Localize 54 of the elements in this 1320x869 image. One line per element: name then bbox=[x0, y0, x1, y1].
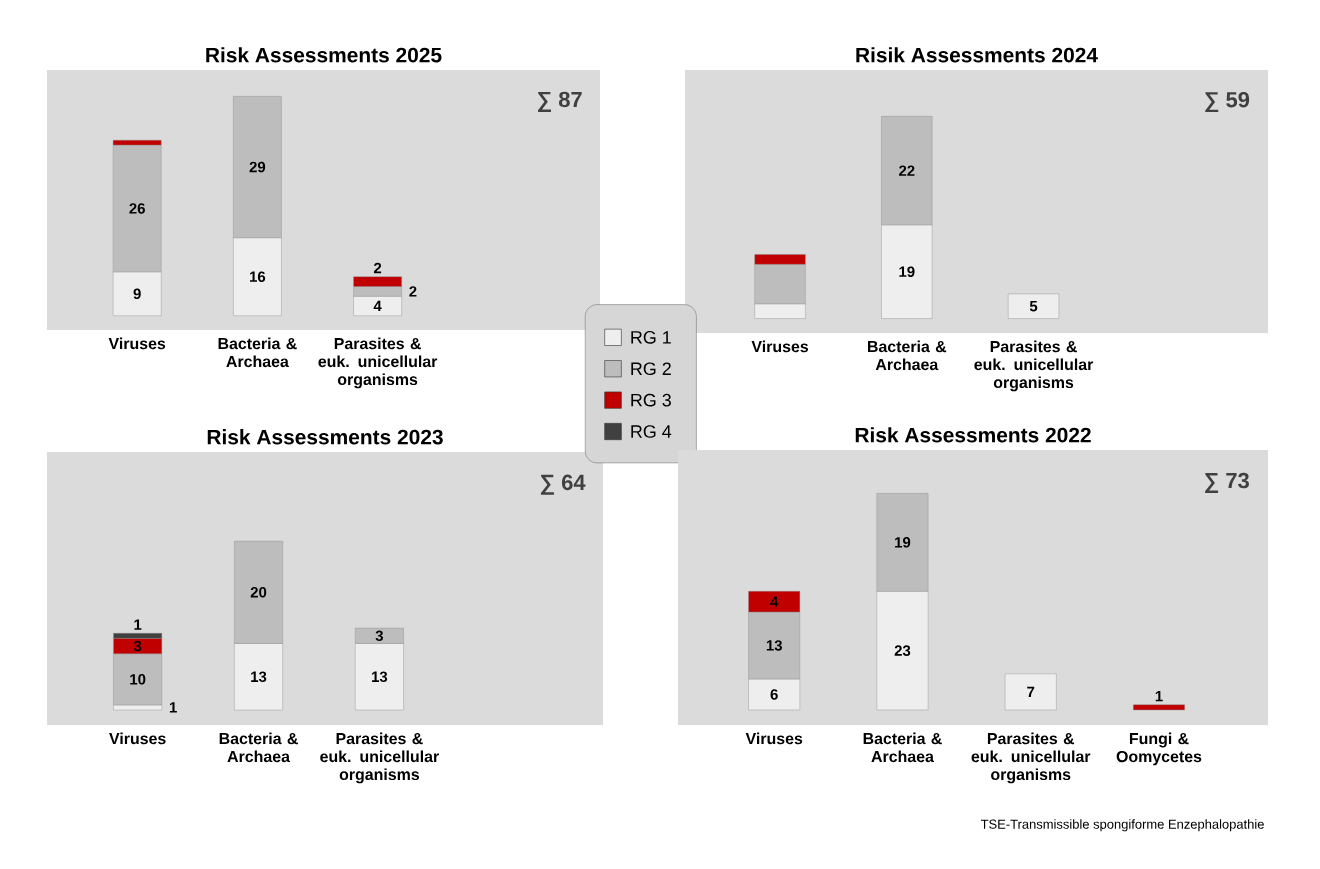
legend-label: RG 2 bbox=[631, 362, 671, 376]
data-label: 13 bbox=[372, 671, 388, 683]
data-label: 6 bbox=[770, 689, 778, 700]
data-label: 22 bbox=[899, 165, 915, 176]
x-tick-label: Parasites & euk. unicellular organisms bbox=[320, 732, 439, 784]
text: ∑ 87 bbox=[538, 91, 582, 112]
data-label: 29 bbox=[249, 161, 266, 173]
text: ∑ 73 bbox=[1205, 472, 1249, 493]
data-label: 10 bbox=[130, 674, 146, 685]
data-label: 1 bbox=[169, 702, 177, 713]
data-label: 19 bbox=[895, 537, 911, 548]
data-label: 20 bbox=[250, 586, 267, 598]
bar bbox=[1004, 673, 1057, 711]
text: ∑ 64 bbox=[540, 474, 586, 495]
chart-title: Risk Assessments 2025 bbox=[206, 47, 442, 63]
legend-label: RG 1 bbox=[631, 330, 671, 344]
x-tick-label: Bacteria & Archaea bbox=[219, 732, 298, 763]
x-tick-label: Parasites & euk. unicellular organisms bbox=[971, 732, 1091, 784]
x-tick-label: Viruses bbox=[751, 340, 809, 353]
data-label: 2 bbox=[373, 262, 382, 274]
data-label: 5 bbox=[1029, 301, 1038, 312]
data-label: 16 bbox=[250, 271, 266, 283]
data-label: 7 bbox=[1027, 686, 1035, 698]
x-tick-label: Bacteria & Archaea bbox=[218, 337, 297, 368]
text: ∑ 59 bbox=[1205, 91, 1250, 113]
data-label: 4 bbox=[373, 300, 382, 312]
data-label: 1 bbox=[1155, 690, 1163, 702]
x-tick-label: Parasites & euk. unicellular organisms bbox=[318, 337, 438, 389]
data-label: 26 bbox=[129, 203, 145, 214]
data-label: 13 bbox=[766, 640, 782, 651]
bar bbox=[1008, 293, 1060, 319]
x-tick-label: Bacteria & Archaea bbox=[868, 340, 947, 371]
x-tick-label: Fungi & Oomycetes bbox=[1116, 732, 1202, 766]
data-label: 1 bbox=[134, 619, 142, 630]
data-label: 2 bbox=[409, 286, 417, 297]
x-tick-label: Viruses bbox=[108, 337, 166, 350]
text: TSE-Transmissible spongiforme Enzephalopathie bbox=[980, 819, 1264, 832]
data-label: 9 bbox=[133, 288, 141, 300]
data-label: 13 bbox=[251, 671, 267, 683]
x-tick-label: Parasites & euk. unicellular organisms bbox=[974, 340, 1094, 392]
data-label: 19 bbox=[899, 266, 915, 277]
legend-label: RG 4 bbox=[631, 425, 672, 438]
data-label: 4 bbox=[770, 596, 779, 607]
x-tick-label: Viruses bbox=[745, 732, 803, 745]
chart-title: Risk Assessments 2022 bbox=[855, 427, 1091, 443]
chart-title: Risk Assessments 2023 bbox=[207, 429, 443, 445]
data-label: 3 bbox=[375, 630, 384, 642]
bar bbox=[1133, 704, 1185, 711]
chart-title: Risik Assessments 2024 bbox=[856, 47, 1098, 63]
x-tick-label: Viruses bbox=[109, 732, 166, 745]
legend-label: RG 3 bbox=[631, 393, 671, 407]
data-label: 23 bbox=[894, 645, 911, 656]
data-label: 3 bbox=[133, 640, 142, 652]
x-tick-label: Bacteria & Archaea bbox=[863, 732, 942, 763]
